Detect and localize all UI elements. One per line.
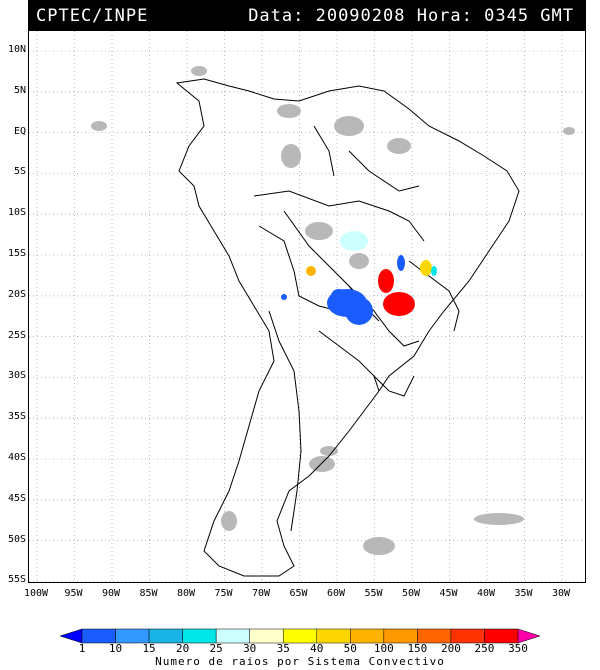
lon-label: 35W bbox=[514, 588, 533, 599]
source-label: CPTEC/INPE bbox=[36, 6, 149, 26]
legend-value: 25 bbox=[209, 642, 223, 655]
legend-cell bbox=[417, 628, 452, 644]
legend-value: 150 bbox=[407, 642, 428, 655]
legend-value: 10 bbox=[108, 642, 123, 655]
lon-label: 50W bbox=[401, 588, 421, 599]
lat-label: 10N bbox=[7, 44, 26, 55]
lon-label: 75W bbox=[214, 588, 233, 599]
lat-label: 5N bbox=[13, 84, 26, 96]
lat-label: 5S bbox=[13, 166, 26, 178]
legend-value: 50 bbox=[343, 642, 357, 655]
country-outlines bbox=[175, 78, 520, 577]
legend-value: 100 bbox=[373, 642, 394, 655]
lon-label: 90W bbox=[101, 588, 121, 599]
color-legend bbox=[60, 628, 540, 644]
lat-label: 40S bbox=[7, 452, 26, 463]
legend-cell bbox=[383, 628, 418, 644]
lat-label: 55S bbox=[7, 574, 26, 586]
legend-cell bbox=[215, 628, 250, 644]
legend-cell bbox=[182, 628, 217, 644]
legend-caption: Numero de raios por Sistema Convectivo bbox=[155, 655, 445, 668]
lon-label: 95W bbox=[64, 588, 83, 599]
legend-cell bbox=[316, 628, 351, 644]
cloud-patches bbox=[91, 66, 575, 555]
legend-value: 1 bbox=[78, 642, 86, 655]
lat-label: 45S bbox=[7, 492, 26, 504]
lat-label: 35S bbox=[7, 411, 26, 423]
lat-label: 15S bbox=[7, 248, 26, 259]
lat-label: EQ bbox=[13, 125, 26, 137]
legend-value: 250 bbox=[474, 642, 495, 655]
legend-cell bbox=[484, 628, 519, 644]
legend-cell bbox=[450, 628, 485, 644]
lon-label: 65W bbox=[289, 588, 308, 599]
legend-cell bbox=[81, 628, 116, 644]
legend-cell bbox=[517, 628, 540, 644]
lon-label: 85W bbox=[139, 588, 158, 599]
lon-label: 45W bbox=[439, 588, 458, 599]
lon-label: 55W bbox=[364, 588, 383, 599]
lat-label: 30S bbox=[7, 370, 26, 382]
map-canvas bbox=[29, 31, 585, 582]
legend-value: 40 bbox=[310, 642, 324, 655]
lon-label: 40W bbox=[476, 588, 496, 599]
legend-cell bbox=[115, 628, 150, 644]
legend-value: 350 bbox=[508, 642, 528, 655]
legend-cell bbox=[60, 628, 83, 644]
convective-systems bbox=[281, 231, 437, 325]
legend-cell bbox=[148, 628, 183, 644]
legend-value: 35 bbox=[276, 642, 290, 655]
datetime-label: Data: 20090208 Hora: 0345 GMT bbox=[248, 6, 574, 26]
lat-label: 10S bbox=[7, 207, 26, 219]
map-frame bbox=[28, 30, 586, 583]
lat-label: 20S bbox=[7, 288, 26, 300]
lat-label: 25S bbox=[7, 329, 26, 341]
legend-value: 30 bbox=[243, 642, 257, 655]
lat-label: 50S bbox=[7, 533, 26, 545]
legend-cell bbox=[249, 628, 284, 644]
lon-label: 60W bbox=[326, 588, 346, 599]
legend-cell bbox=[350, 628, 385, 644]
lon-label: 70W bbox=[251, 588, 271, 599]
legend-value: 20 bbox=[175, 642, 190, 655]
legend-value: 15 bbox=[142, 642, 156, 655]
lon-label: 100W bbox=[23, 588, 49, 599]
lon-label: 80W bbox=[176, 588, 196, 599]
header-bar: CPTEC/INPE Data: 20090208 Hora: 0345 GMT bbox=[28, 0, 586, 30]
legend-value: 200 bbox=[440, 642, 461, 655]
legend-cell bbox=[282, 628, 318, 644]
lon-label: 30W bbox=[551, 588, 571, 599]
